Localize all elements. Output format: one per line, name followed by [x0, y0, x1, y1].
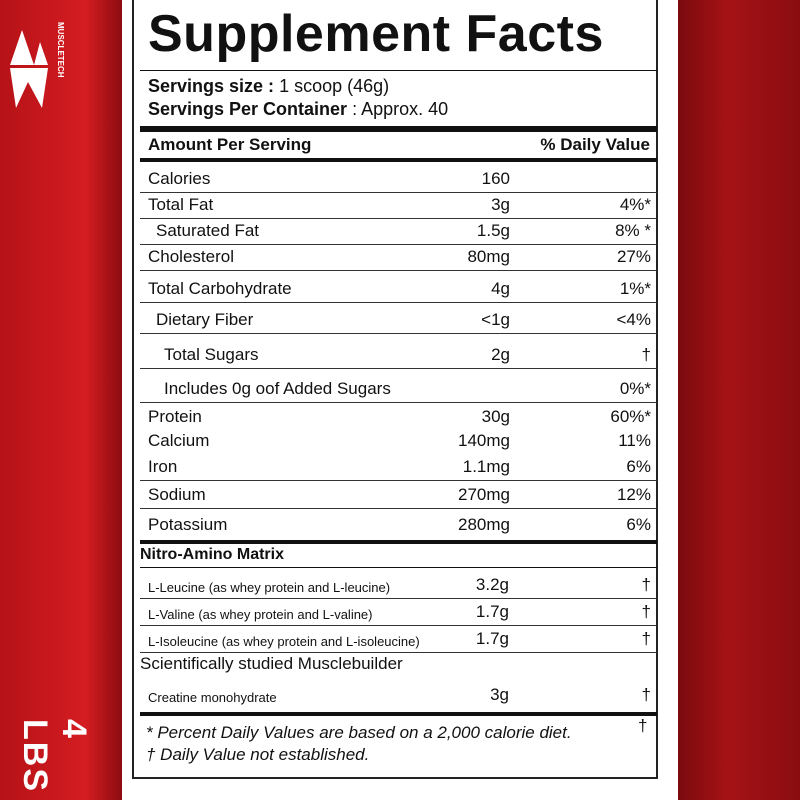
nutrient-name: Calcium [148, 431, 210, 450]
nutrient-name: Protein [148, 407, 202, 426]
nutrient-row: Cholesterol 80mg 27% [140, 244, 657, 271]
daily-value: 12% [616, 485, 651, 504]
nutrient-row: Total Sugars 2g † [140, 333, 657, 369]
nutrient-row: Sodium 270mg 12% [140, 480, 657, 509]
footnote-mark: † [638, 716, 648, 735]
servings-per-container: Servings Per Container : Approx. 40 [148, 99, 449, 119]
rule [140, 567, 657, 568]
label-title: Supplement Facts [148, 5, 604, 63]
nutrient-name: Iron [148, 457, 178, 476]
daily-value: 4%* [619, 195, 651, 214]
brand-name: MUSCLETECH [56, 22, 65, 78]
nutrient-row: Calcium 140mg 11% [140, 430, 657, 454]
nutrient-row: Dietary Fiber <1g <4% [140, 302, 657, 334]
column-header: Amount Per Serving [148, 135, 312, 154]
nutrient-amount: 270mg [458, 485, 510, 504]
nutrient-row: Includes 0g oof Added Sugars 0%* [140, 368, 657, 403]
nutrient-name: Sodium [148, 485, 206, 504]
daily-value: <4% [616, 310, 652, 329]
nutrient-amount: 1.5g [476, 221, 510, 240]
footnote: * Percent Daily Values are based on a 2,… [146, 723, 572, 742]
nutrient-name: Total Fat [148, 195, 214, 214]
rule [140, 70, 657, 71]
nutrient-amount: 80mg [467, 247, 510, 266]
daily-value: 6% [626, 515, 651, 534]
nutrient-amount: 3g [491, 195, 510, 214]
nutrient-amount: 160 [481, 169, 510, 188]
footnote: † Daily Value not established. [146, 745, 370, 764]
nutrient-row: Protein 30g 60%* [140, 402, 657, 430]
daily-value: 1%* [619, 279, 651, 298]
daily-value: 11% [618, 431, 651, 450]
daily-value: † [641, 629, 651, 648]
nutrient-name: Total Carbohydrate [148, 279, 292, 298]
matrix-title: Nitro-Amino Matrix [140, 546, 284, 563]
daily-value: † [641, 575, 651, 594]
nutrient-name: Total Sugars [164, 345, 259, 364]
thick-rule [140, 712, 657, 716]
daily-value: 27% [616, 247, 651, 266]
nutrient-row: Calories 160 [140, 165, 657, 193]
daily-value: 0%* [619, 379, 651, 398]
right-band [678, 0, 800, 800]
label-frame [132, 0, 658, 779]
nutrient-name: L-Leucine (as whey protein and L-leucine… [148, 580, 391, 595]
daily-value: 8% * [615, 221, 651, 240]
nutrient-row: Saturated Fat 1.5g 8% * [140, 218, 657, 245]
nutrient-name: Cholesterol [148, 247, 234, 266]
daily-value: 6% [626, 457, 651, 476]
nutrient-row: L-Valine (as whey protein and L-valine) 1… [140, 598, 657, 626]
thick-rule [140, 126, 657, 132]
nutrient-amount: 1.1mg [462, 457, 510, 476]
daily-value: † [641, 685, 651, 704]
nutrient-row: Total Fat 3g 4%* [140, 192, 657, 219]
nutrient-name: Calories [148, 169, 211, 188]
daily-value: 60%* [610, 407, 651, 426]
daily-value: † [641, 345, 651, 364]
nutrient-amount: 30g [481, 407, 510, 426]
nutrient-amount: 3g [490, 685, 509, 704]
nutrient-row: L-Leucine (as whey protein and L-leucine… [140, 568, 657, 599]
nutrient-name: Saturated Fat [156, 221, 260, 240]
nutrient-name: Includes 0g oof Added Sugars [164, 379, 391, 398]
thick-rule [140, 158, 657, 162]
nutrient-name: L-Isoleucine (as whey protein and L-isol… [148, 634, 420, 649]
builder-title: Scientifically studied Musclebuilder [140, 654, 403, 673]
nutrient-name: Dietary Fiber [156, 310, 254, 329]
nutrient-amount: 4g [491, 279, 510, 298]
nutrient-row: Creatine monohydrate 3g † [140, 678, 657, 708]
nutrient-name: Creatine monohydrate [148, 690, 277, 705]
nutrient-row: Iron 1.1mg 6% [140, 454, 657, 481]
nutrient-amount: 3.2g [475, 575, 509, 594]
nutrient-amount: <1g [481, 310, 510, 329]
nutrient-name: Potassium [148, 515, 228, 534]
brand-logo: MUSCLETECH [10, 22, 65, 108]
nutrient-amount: 280mg [458, 515, 510, 534]
nutrient-amount: 140mg [458, 431, 510, 450]
nutrient-row: Total Carbohydrate 4g 1%* [140, 270, 657, 303]
left-band: MUSCLETECH 4 LBS [0, 0, 122, 800]
serving-size: Servings size : 1 scoop (46g) [148, 76, 390, 96]
nutrient-row: Potassium 280mg 6% [140, 508, 657, 538]
nutrient-row: L-Isoleucine (as whey protein and L-isol… [140, 625, 657, 653]
nutrient-amount: 2g [491, 345, 510, 364]
weight-label: 4 LBS [16, 719, 93, 793]
nutrient-amount: 1.7g [475, 602, 509, 621]
nutrient-amount: 1.7g [475, 629, 509, 648]
daily-value: † [641, 602, 651, 621]
nutrient-name: L-Valine (as whey protein and L-valine) [148, 607, 373, 622]
thick-rule [140, 540, 657, 544]
column-header: % Daily Value [540, 135, 650, 154]
